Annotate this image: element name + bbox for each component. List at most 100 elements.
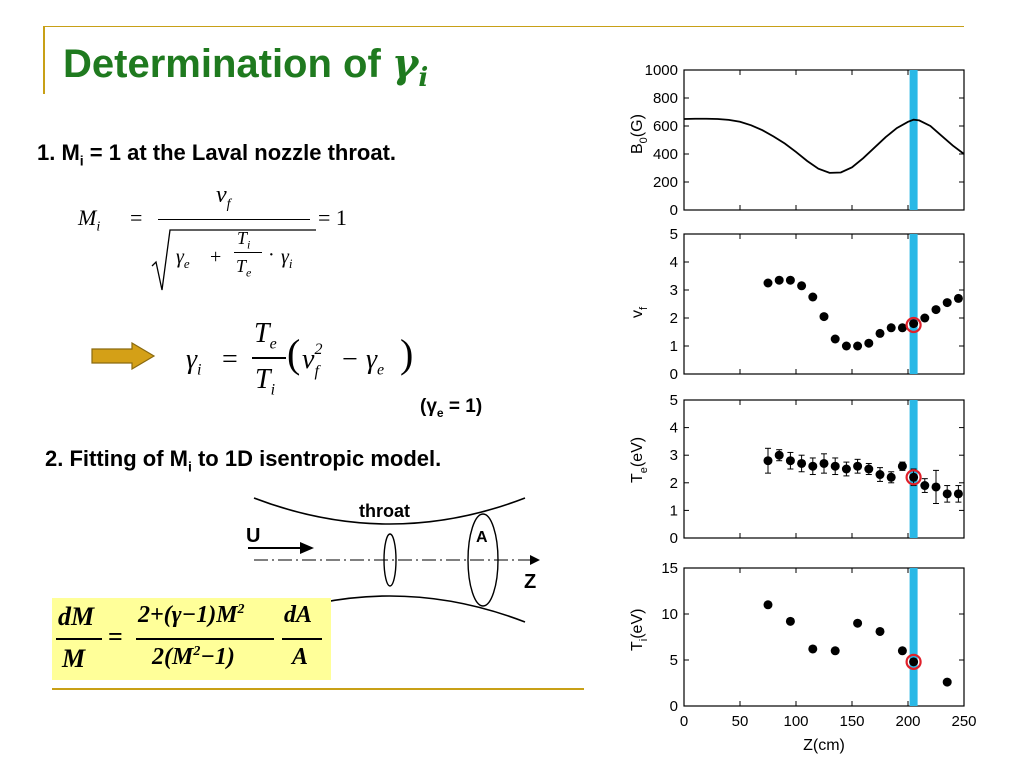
- eq1-den-gamma2-sub: i: [288, 256, 293, 271]
- eq1-lhs: Mi: [78, 205, 100, 235]
- b0-curve: [683, 117, 965, 174]
- data-point: [897, 646, 907, 656]
- x-tick-label: 150: [839, 713, 864, 730]
- eq2-v: v: [302, 344, 315, 375]
- eq2-lhs-gamma: γ: [186, 344, 198, 375]
- data-point: [785, 456, 795, 466]
- chart-frame: [683, 567, 965, 707]
- highlight-bar: [909, 568, 918, 706]
- y-tick-label: 5: [670, 392, 678, 409]
- axis-arrowhead: [530, 555, 540, 565]
- x-tick-label: 250: [951, 713, 976, 730]
- data-point: [808, 644, 818, 654]
- eq3-rhs-bar: [282, 638, 322, 640]
- y-tick-label: 0: [670, 202, 678, 219]
- data-point: [841, 464, 851, 474]
- eq2-te-sub: e: [269, 335, 277, 353]
- eq1-fraction-bar: [158, 219, 310, 220]
- y-tick-label: 600: [653, 118, 678, 135]
- data-point: [942, 489, 952, 499]
- chart-panel-1: 0 200 400 600 800 1000 B0(G): [629, 62, 965, 219]
- eq1-lhs-m: M: [78, 205, 97, 230]
- data-point: [909, 472, 919, 482]
- eq1-numerator: vf: [216, 182, 231, 213]
- eq2-ti: Ti: [255, 364, 275, 400]
- nozzle-upper-wall: [253, 497, 526, 525]
- eq3-equals: =: [108, 622, 123, 651]
- data-point: [897, 461, 907, 471]
- data-point: [931, 482, 941, 492]
- bottom-rule: [52, 688, 584, 690]
- data-point: [797, 281, 807, 291]
- y-tick-label: 800: [653, 90, 678, 107]
- isentropic-equation: dM M = 2+(γ−1)M2 2(M2−1) dA A: [52, 598, 331, 680]
- data-point: [774, 275, 784, 285]
- data-point: [763, 278, 773, 288]
- data-point: [864, 338, 874, 348]
- eq2-minus: −: [342, 344, 358, 375]
- title-accent-bar: [43, 26, 45, 94]
- y-tick-label: 2: [670, 310, 678, 327]
- eq2-lhs: γi: [186, 344, 202, 380]
- eq3-mid-num-text: 2+(γ−1)M: [138, 602, 238, 628]
- y-tick-label: 1000: [645, 62, 678, 79]
- data-point: [875, 470, 885, 480]
- y-tick-label: 1: [670, 338, 678, 355]
- data-point: [897, 323, 907, 333]
- eq1-den-te: Te: [236, 256, 251, 281]
- y-tick-label: 5: [670, 652, 678, 669]
- point2-pre: 2. Fitting of M: [45, 446, 188, 471]
- y-tick-label: 400: [653, 146, 678, 163]
- eq1-den-gamma: γe: [176, 246, 190, 272]
- highlight-circle: [905, 653, 922, 670]
- y-tick-label: 5: [670, 226, 678, 243]
- eq1-den-plus: +: [210, 246, 222, 268]
- chart-frame: [683, 233, 965, 375]
- point1-post: = 1 at the Laval nozzle throat.: [83, 140, 397, 165]
- y-tick-label: 15: [661, 560, 678, 577]
- data-point: [886, 472, 896, 482]
- eq1-den-t2-sub: e: [246, 265, 252, 280]
- point-2: 2. Fitting of Mi to 1D isentropic model.: [45, 446, 441, 474]
- eq3-mid-den-sup: 2: [193, 644, 201, 659]
- gamma-e-note: (γe = 1): [420, 396, 482, 420]
- x-tick-label: 200: [895, 713, 920, 730]
- eq3-rhs-den: A: [292, 644, 309, 670]
- flow-arrow-icon: [300, 542, 314, 554]
- eq2-gamma-sub: e: [377, 361, 385, 379]
- data-point: [875, 328, 885, 338]
- x-tick-label: 100: [783, 713, 808, 730]
- point1-pre: 1. M: [37, 140, 80, 165]
- data-point: [853, 618, 863, 628]
- data-point: [931, 305, 941, 315]
- eq3-mid-num-sup: 2: [237, 602, 245, 617]
- eq3-lhs-den: M: [62, 644, 86, 673]
- eq3-lhs-num: dM: [58, 602, 95, 631]
- highlight-circle: [905, 316, 922, 334]
- slide-title: Determination of γi: [63, 40, 428, 93]
- u-label: U: [246, 525, 260, 547]
- title-sub: i: [418, 63, 429, 93]
- eq1-den-ti: Ti: [237, 228, 250, 253]
- eq2-lhs-sub: i: [197, 361, 202, 379]
- y-tick-label: 1: [670, 502, 678, 519]
- eq3-mid-bar: [136, 638, 274, 640]
- z-label: Z: [524, 571, 536, 593]
- data-point: [909, 657, 919, 667]
- eq1-rhs: = 1: [318, 205, 347, 230]
- data-point: [763, 456, 773, 466]
- title-gamma: γi: [392, 40, 428, 93]
- eq1-inner-bar: [234, 252, 262, 253]
- eq1-den-t1: T: [237, 228, 248, 248]
- data-point: [953, 293, 963, 303]
- eq2-te-t: T: [254, 318, 270, 349]
- eq1-num-v: v: [216, 182, 227, 208]
- data-point: [774, 450, 784, 460]
- y-axis-label: Te(eV): [629, 437, 650, 483]
- y-tick-label: 200: [653, 174, 678, 191]
- chart-frame: [683, 399, 965, 539]
- data-point: [808, 292, 818, 302]
- right-arrow-icon: [91, 342, 156, 370]
- x-tick-label: 50: [732, 713, 749, 730]
- y-tick-label: 10: [661, 606, 678, 623]
